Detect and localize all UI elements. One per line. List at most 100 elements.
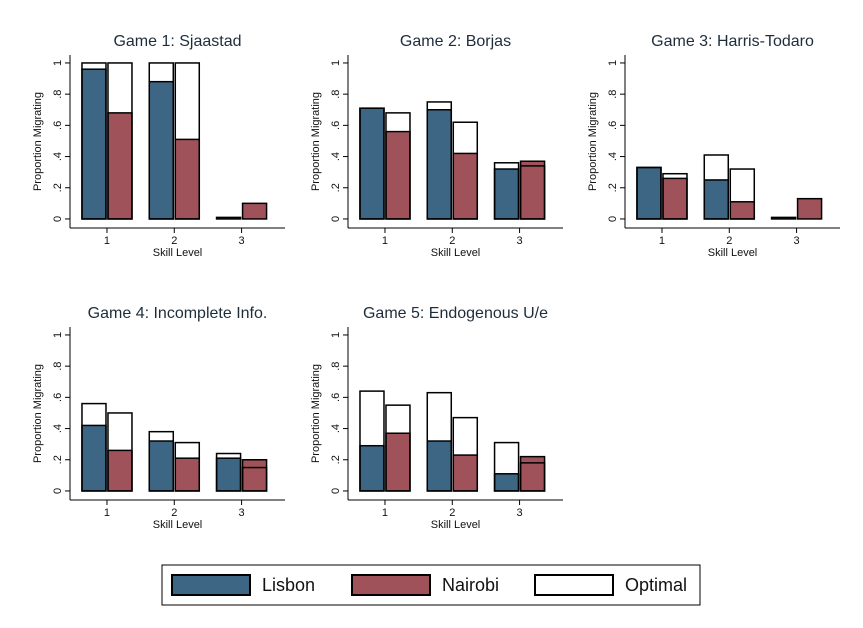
optimal-bar — [636, 166, 662, 220]
legend-label: Optimal — [625, 575, 687, 595]
optimal-bar — [215, 452, 242, 492]
y-tick-label: .8 — [330, 90, 342, 99]
bar — [241, 202, 268, 220]
x-tick-label: 1 — [104, 507, 110, 519]
y-axis-label: Proportion Migrating — [32, 92, 44, 191]
bar — [703, 179, 730, 220]
bar — [519, 160, 546, 220]
optimal-bar — [107, 62, 133, 220]
optimal-bar — [174, 62, 201, 220]
legend-swatch — [171, 574, 251, 596]
optimal-bar — [148, 62, 175, 220]
y-tick-label: .4 — [607, 152, 619, 161]
bar — [107, 112, 133, 220]
y-tick-label: .8 — [607, 90, 619, 99]
optimal-bar — [703, 154, 730, 220]
x-axis-label: Skill Level — [153, 519, 203, 531]
y-tick-label: .4 — [52, 152, 64, 161]
bar — [385, 432, 411, 492]
bar — [452, 152, 479, 220]
optimal-bar — [359, 390, 385, 492]
y-axis-label: Proportion Migrating — [32, 364, 44, 463]
y-tick-label: .8 — [52, 362, 64, 371]
optimal-bar — [107, 412, 133, 492]
y-tick-label: .4 — [52, 424, 64, 433]
y-axis-label: Proportion Migrating — [310, 92, 322, 191]
bar — [174, 138, 201, 220]
y-tick-label: .6 — [330, 393, 342, 402]
x-tick-label: 2 — [726, 235, 732, 247]
y-tick-label: 0 — [52, 488, 64, 494]
y-tick-label: 1 — [52, 60, 64, 66]
optimal-bar — [81, 402, 107, 492]
y-axis-label: Proportion Migrating — [587, 92, 599, 191]
bar — [519, 455, 546, 492]
bar — [148, 440, 175, 492]
bar — [148, 80, 175, 220]
optimal-bar — [241, 466, 268, 492]
optimal-bar — [662, 172, 688, 220]
x-tick-label: 2 — [449, 507, 455, 519]
y-tick-label: .2 — [330, 455, 342, 464]
bar — [493, 473, 520, 492]
bar — [770, 216, 797, 220]
x-tick-label: 1 — [104, 235, 110, 247]
y-tick-label: .6 — [52, 121, 64, 130]
y-tick-label: 0 — [330, 488, 342, 494]
bar — [452, 454, 479, 492]
y-tick-label: .4 — [330, 152, 342, 161]
bar — [81, 424, 107, 492]
optimal-bar — [81, 62, 107, 220]
bar — [81, 68, 107, 220]
bar — [359, 107, 385, 220]
bar — [107, 449, 133, 492]
optimal-bar — [519, 165, 546, 220]
optimal-bar — [174, 441, 201, 492]
optimal-bar — [426, 101, 453, 220]
y-tick-label: .4 — [330, 424, 342, 433]
x-tick-label: 3 — [517, 235, 523, 247]
y-tick-label: .6 — [330, 121, 342, 130]
bar — [796, 197, 823, 220]
bar — [662, 177, 688, 220]
bar — [729, 201, 756, 220]
bar — [215, 457, 242, 492]
optimal-bar — [426, 391, 453, 492]
x-tick-label: 3 — [517, 507, 523, 519]
y-tick-label: .8 — [52, 90, 64, 99]
y-tick-label: .6 — [607, 121, 619, 130]
y-tick-label: 1 — [52, 332, 64, 338]
legend-label: Nairobi — [442, 575, 499, 595]
x-tick-label: 1 — [659, 235, 665, 247]
y-tick-label: .2 — [52, 183, 64, 192]
optimal-bar — [493, 441, 520, 492]
y-tick-label: .2 — [607, 183, 619, 192]
bar — [174, 457, 201, 492]
x-tick-label: 2 — [449, 235, 455, 247]
x-axis-label: Skill Level — [708, 247, 758, 259]
panel-title: Game 4: Incomplete Info. — [88, 305, 268, 322]
y-axis-label: Proportion Migrating — [310, 364, 322, 463]
optimal-bar — [359, 107, 385, 220]
y-tick-label: 1 — [330, 332, 342, 338]
bar — [636, 166, 662, 220]
bar — [426, 109, 453, 220]
x-axis-label: Skill Level — [153, 247, 203, 259]
optimal-bar — [519, 462, 546, 492]
y-tick-label: .6 — [52, 393, 64, 402]
y-tick-label: 0 — [607, 216, 619, 222]
panel-title: Game 1: Sjaastad — [113, 33, 241, 50]
y-tick-label: .2 — [330, 183, 342, 192]
x-tick-label: 1 — [382, 235, 388, 247]
legend-swatch — [351, 574, 431, 596]
legend-swatch — [534, 574, 614, 596]
y-tick-label: 1 — [330, 60, 342, 66]
optimal-bar — [493, 162, 520, 220]
optimal-bar — [148, 430, 175, 492]
optimal-bar — [452, 121, 479, 220]
x-tick-label: 3 — [239, 235, 245, 247]
optimal-bar — [385, 112, 411, 220]
panel-title: Game 3: Harris-Todaro — [651, 33, 814, 50]
